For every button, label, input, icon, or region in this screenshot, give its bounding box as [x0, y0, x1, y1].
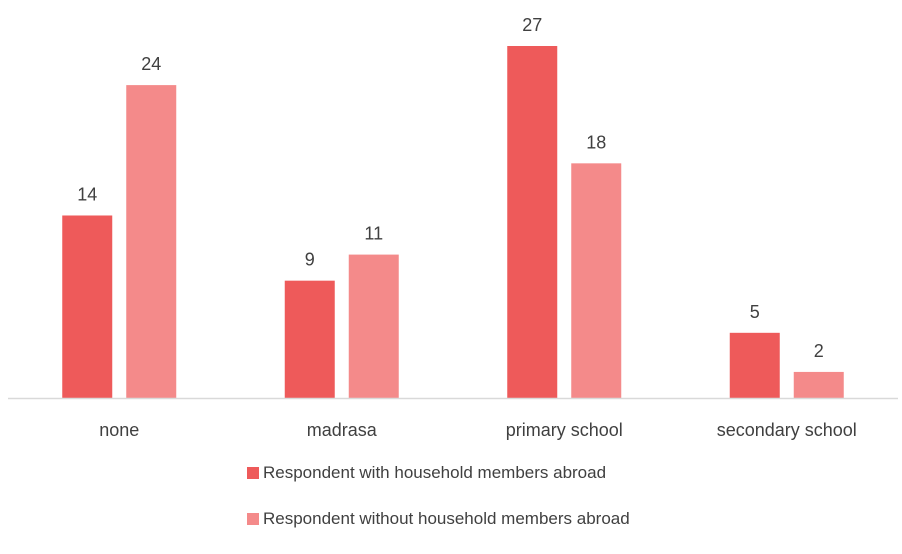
- value-label-none-without-members: 24: [141, 54, 161, 74]
- bar-secondary-school-without-members: [793, 371, 844, 398]
- bar-none-without-members: [126, 85, 177, 398]
- bar-madrasa-without-members: [348, 254, 399, 398]
- legend-item-with-members: Respondent with household members abroad: [247, 462, 887, 484]
- legend: Respondent with household members abroad…: [247, 462, 887, 554]
- value-labels-group: 14 24 9 11 27 18 5 2: [77, 15, 824, 361]
- value-label-secondary-school-without-members: 2: [814, 341, 824, 361]
- category-labels-group: none madrasa primary school secondary schoo…: [99, 420, 857, 440]
- bar-none-with-members: [62, 215, 113, 398]
- legend-label-without-members: Respondent without household members abr…: [263, 509, 630, 528]
- bar-chart: 14 24 9 11 27 18 5 2 none madrasa primary school s…: [8, 15, 898, 440]
- category-label-primary-school: primary school: [506, 420, 623, 440]
- category-label-secondary-school: secondary school: [717, 420, 857, 440]
- value-label-secondary-school-with-members: 5: [750, 302, 760, 322]
- legend-swatch-without-members: [247, 513, 259, 525]
- legend-item-without-members: Respondent without household members abr…: [247, 508, 887, 530]
- category-label-none: none: [99, 420, 139, 440]
- bar-secondary-school-with-members: [729, 332, 780, 398]
- bars-group: [62, 46, 844, 398]
- value-label-madrasa-with-members: 9: [305, 250, 315, 270]
- value-label-primary-school-without-members: 18: [586, 132, 606, 152]
- category-label-madrasa: madrasa: [307, 420, 378, 440]
- value-label-none-with-members: 14: [77, 184, 97, 204]
- legend-label-with-members: Respondent with household members abroad: [263, 463, 607, 482]
- bar-primary-school-without-members: [571, 163, 622, 398]
- value-label-madrasa-without-members: 11: [364, 224, 383, 244]
- bar-primary-school-with-members: [507, 46, 558, 398]
- legend-swatch-with-members: [247, 467, 259, 479]
- value-label-primary-school-with-members: 27: [522, 15, 542, 35]
- bar-madrasa-with-members: [284, 280, 335, 398]
